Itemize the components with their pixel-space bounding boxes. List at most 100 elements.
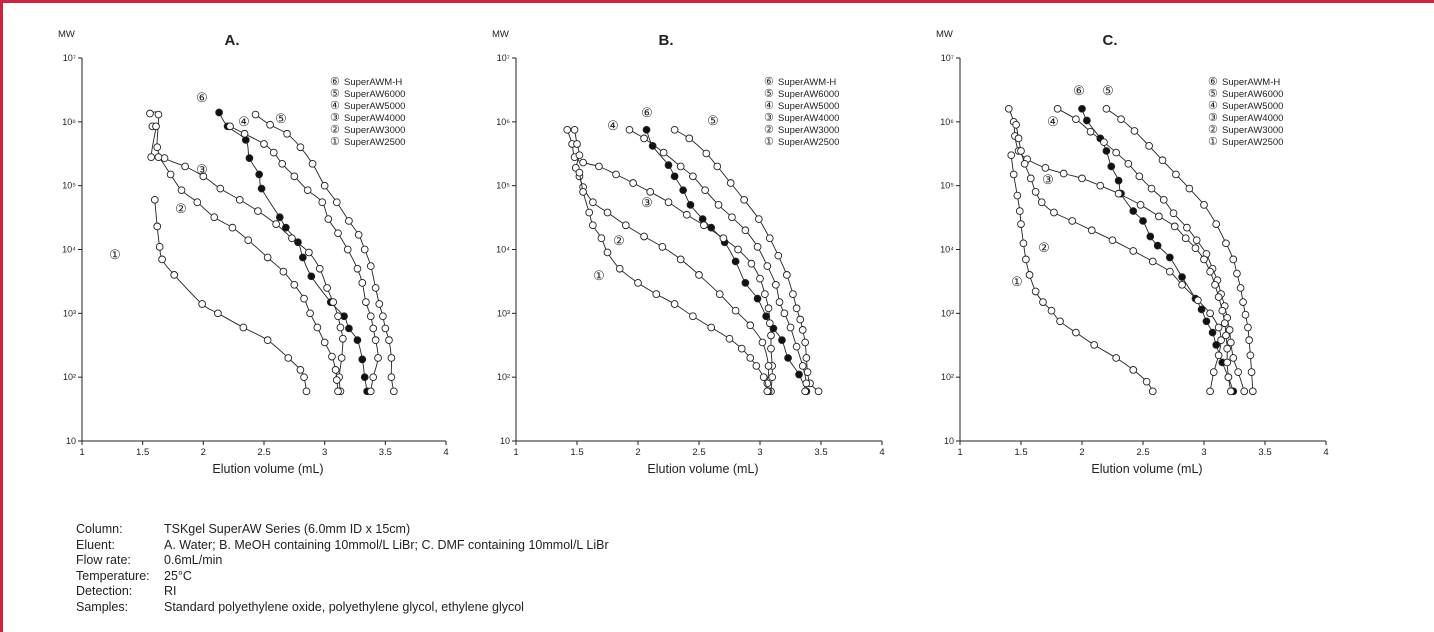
data-point [1022, 255, 1030, 264]
data-point [689, 312, 697, 321]
data-point [320, 181, 329, 190]
legend-marker: ① [764, 136, 774, 148]
chart-title: B. [659, 32, 674, 49]
data-point [381, 324, 390, 333]
condition-value: RI [164, 584, 177, 599]
data-point [1214, 351, 1223, 360]
data-point [575, 168, 584, 177]
legend-label: SuperAW6000 [344, 89, 405, 100]
data-point [1147, 184, 1156, 193]
data-point [146, 109, 154, 118]
data-point [323, 284, 331, 292]
data-point [336, 323, 345, 332]
legend-marker: ③ [1208, 112, 1218, 124]
data-point [670, 172, 679, 181]
data-point [1114, 189, 1123, 198]
data-point [199, 172, 208, 181]
data-point [1124, 159, 1133, 168]
series-number-label: ① [1011, 274, 1023, 289]
data-point [1208, 328, 1217, 337]
series-line [674, 129, 819, 392]
data-point [152, 122, 160, 131]
data-point [573, 140, 581, 148]
data-point [1017, 220, 1025, 228]
data-point [759, 373, 768, 382]
data-point [360, 245, 369, 254]
legend-marker: ④ [764, 100, 774, 112]
data-point [1086, 127, 1095, 136]
series-number-label: ⑤ [275, 111, 287, 126]
data-point [652, 290, 661, 298]
data-point [283, 129, 291, 138]
data-point [1181, 234, 1190, 243]
data-point [659, 148, 668, 157]
data-point [642, 125, 651, 134]
data-point [210, 213, 219, 222]
data-point [1017, 147, 1025, 155]
y-tick-label: 10⁶ [940, 117, 954, 127]
data-point [278, 159, 287, 168]
series-number-label: ① [593, 268, 605, 283]
y-tick-label: 10² [941, 372, 954, 382]
data-point [240, 129, 249, 138]
data-point [795, 370, 803, 379]
data-point [1214, 293, 1223, 301]
data-point [1142, 377, 1151, 386]
data-point [1223, 358, 1232, 367]
data-point [702, 149, 711, 158]
conditions-row: Column: TSKgel SuperAW Series (6.0mm ID … [76, 522, 609, 538]
series-number-label: ④ [1047, 114, 1059, 129]
data-point [302, 387, 311, 396]
data-point [216, 184, 225, 193]
data-point [385, 336, 393, 345]
data-point [1083, 116, 1091, 125]
data-point [1241, 310, 1250, 319]
legend-marker: ⑤ [764, 88, 774, 100]
data-point [775, 298, 784, 306]
data-point [366, 387, 375, 396]
x-tick-label: 2 [1079, 447, 1084, 458]
data-point [1222, 239, 1230, 248]
data-point [1148, 387, 1157, 396]
data-point [1129, 247, 1138, 255]
data-point [715, 290, 724, 298]
series-number-label: ④ [238, 114, 250, 129]
y-tick-label: 10⁴ [940, 245, 954, 255]
data-point [1135, 172, 1144, 181]
data-point [1226, 338, 1235, 347]
series-number-label: ② [613, 233, 625, 248]
y-tick-label: 10² [497, 372, 510, 382]
data-point [281, 223, 290, 232]
data-point [625, 125, 634, 134]
legend-marker: ④ [1208, 100, 1218, 112]
data-point [1211, 280, 1219, 289]
data-point [754, 215, 763, 223]
series-number-label: ① [109, 247, 121, 262]
data-point [798, 362, 807, 370]
data-point [1191, 244, 1200, 252]
data-point [1090, 341, 1099, 349]
legend-label: SuperAW6000 [1222, 89, 1283, 100]
data-point [263, 336, 272, 345]
x-axis-label: Elution volume (mL) [212, 462, 323, 476]
data-point [764, 304, 773, 313]
data-point [707, 323, 716, 332]
series-number-label: ⑥ [641, 105, 653, 120]
data-point [154, 110, 163, 119]
data-point [1139, 217, 1147, 225]
data-point [640, 232, 648, 241]
data-point [154, 153, 163, 161]
data-point [315, 264, 324, 273]
x-tick-label: 3.5 [379, 447, 392, 458]
data-point [1100, 138, 1108, 147]
data-point [1117, 115, 1125, 124]
y-tick-label: 10³ [497, 308, 510, 318]
data-point [1224, 373, 1233, 382]
data-point [1209, 368, 1218, 376]
data-point [615, 264, 624, 273]
data-point [570, 125, 579, 134]
data-point [290, 280, 299, 289]
x-tick-label: 2.5 [257, 447, 270, 458]
series-line [1057, 108, 1245, 392]
data-point [1206, 309, 1214, 318]
